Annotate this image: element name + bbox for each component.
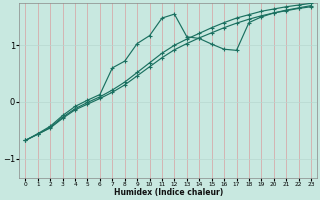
X-axis label: Humidex (Indice chaleur): Humidex (Indice chaleur) <box>114 188 223 197</box>
